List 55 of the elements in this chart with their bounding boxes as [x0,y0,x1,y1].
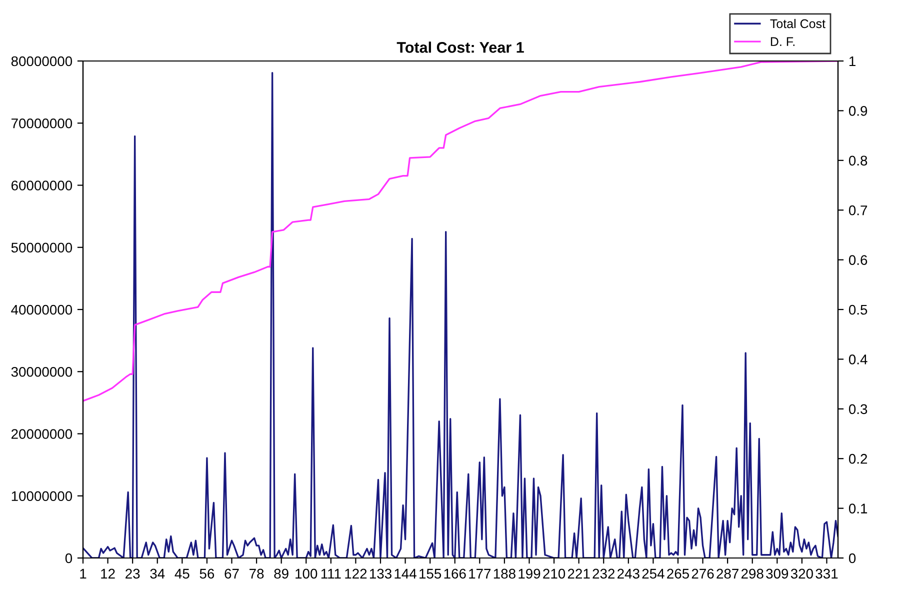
x-tick-label: 155 [420,568,442,579]
y2-tick-label: 0.4 [848,354,868,364]
x-tick-label: 232 [592,568,614,579]
x-tick-label: 298 [741,568,764,579]
y-tick-label: 0 [65,553,72,564]
x-tick-label: 122 [345,568,367,578]
x-tick-label: 221 [568,568,590,578]
x-tick-label: 100 [296,568,318,579]
y-tick-label: 80000000 [11,56,72,66]
x-tick-label: 287 [716,568,738,579]
x-tick-label: 188 [494,568,516,579]
x-tick-label: 133 [370,568,392,579]
legend-label: Total Cost [770,18,826,28]
chart-title: Total Cost: Year 1 [396,42,524,53]
x-tick-label: 309 [766,568,788,579]
line-series [83,72,838,558]
y2-tick-label: 0.9 [848,106,868,116]
x-tick-label: 243 [618,568,640,579]
y2-tick-label: 0 [848,553,856,564]
x-tick-label: 254 [642,568,664,579]
y-tick-label: 50000000 [11,242,72,253]
x-tick-label: 265 [667,568,689,579]
x-tick-label: 78 [250,568,264,579]
y2-tick-label: 0.7 [848,205,868,216]
x-tick-label: 89 [274,568,288,579]
legend-label: D. F. [770,37,794,46]
x-tick-label: 331 [816,568,838,579]
x-tick-label: 67 [224,568,239,579]
x-tick-label: 56 [200,568,214,579]
x-tick-label: 45 [174,568,190,579]
x-tick-label: 144 [394,568,416,578]
y2-tick-label: 0.6 [848,255,868,265]
y-tick-label: 60000000 [12,180,72,190]
x-tick-label: 23 [126,568,140,579]
x-tick-label: 320 [790,568,813,579]
x-tick-label: 111 [321,568,341,578]
y2-tick-label: 0.8 [848,156,868,166]
x-tick-label: 276 [692,568,714,579]
y-tick-label: 70000000 [12,118,72,128]
y-tick-label: 30000000 [11,366,72,377]
y-tick-label: 10000000 [12,491,72,502]
x-tick-label: 1 [80,568,86,578]
y2-tick-label: 0.2 [848,454,868,464]
x-tick-label: 12 [101,568,115,578]
x-tick-label: 177 [469,568,491,578]
x-tick-label: 210 [543,568,566,579]
y2-tick-label: 0.1 [848,504,868,514]
y-tick-label: 40000000 [11,304,72,315]
y2-tick-label: 0.5 [848,304,868,315]
x-tick-label: 166 [444,568,466,579]
y2-tick-label: 0.3 [848,404,868,414]
y2-tick-label: 1 [849,56,856,66]
y-tick-label: 20000000 [11,429,72,439]
x-tick-label: 34 [150,568,165,579]
x-tick-label: 199 [518,568,540,579]
